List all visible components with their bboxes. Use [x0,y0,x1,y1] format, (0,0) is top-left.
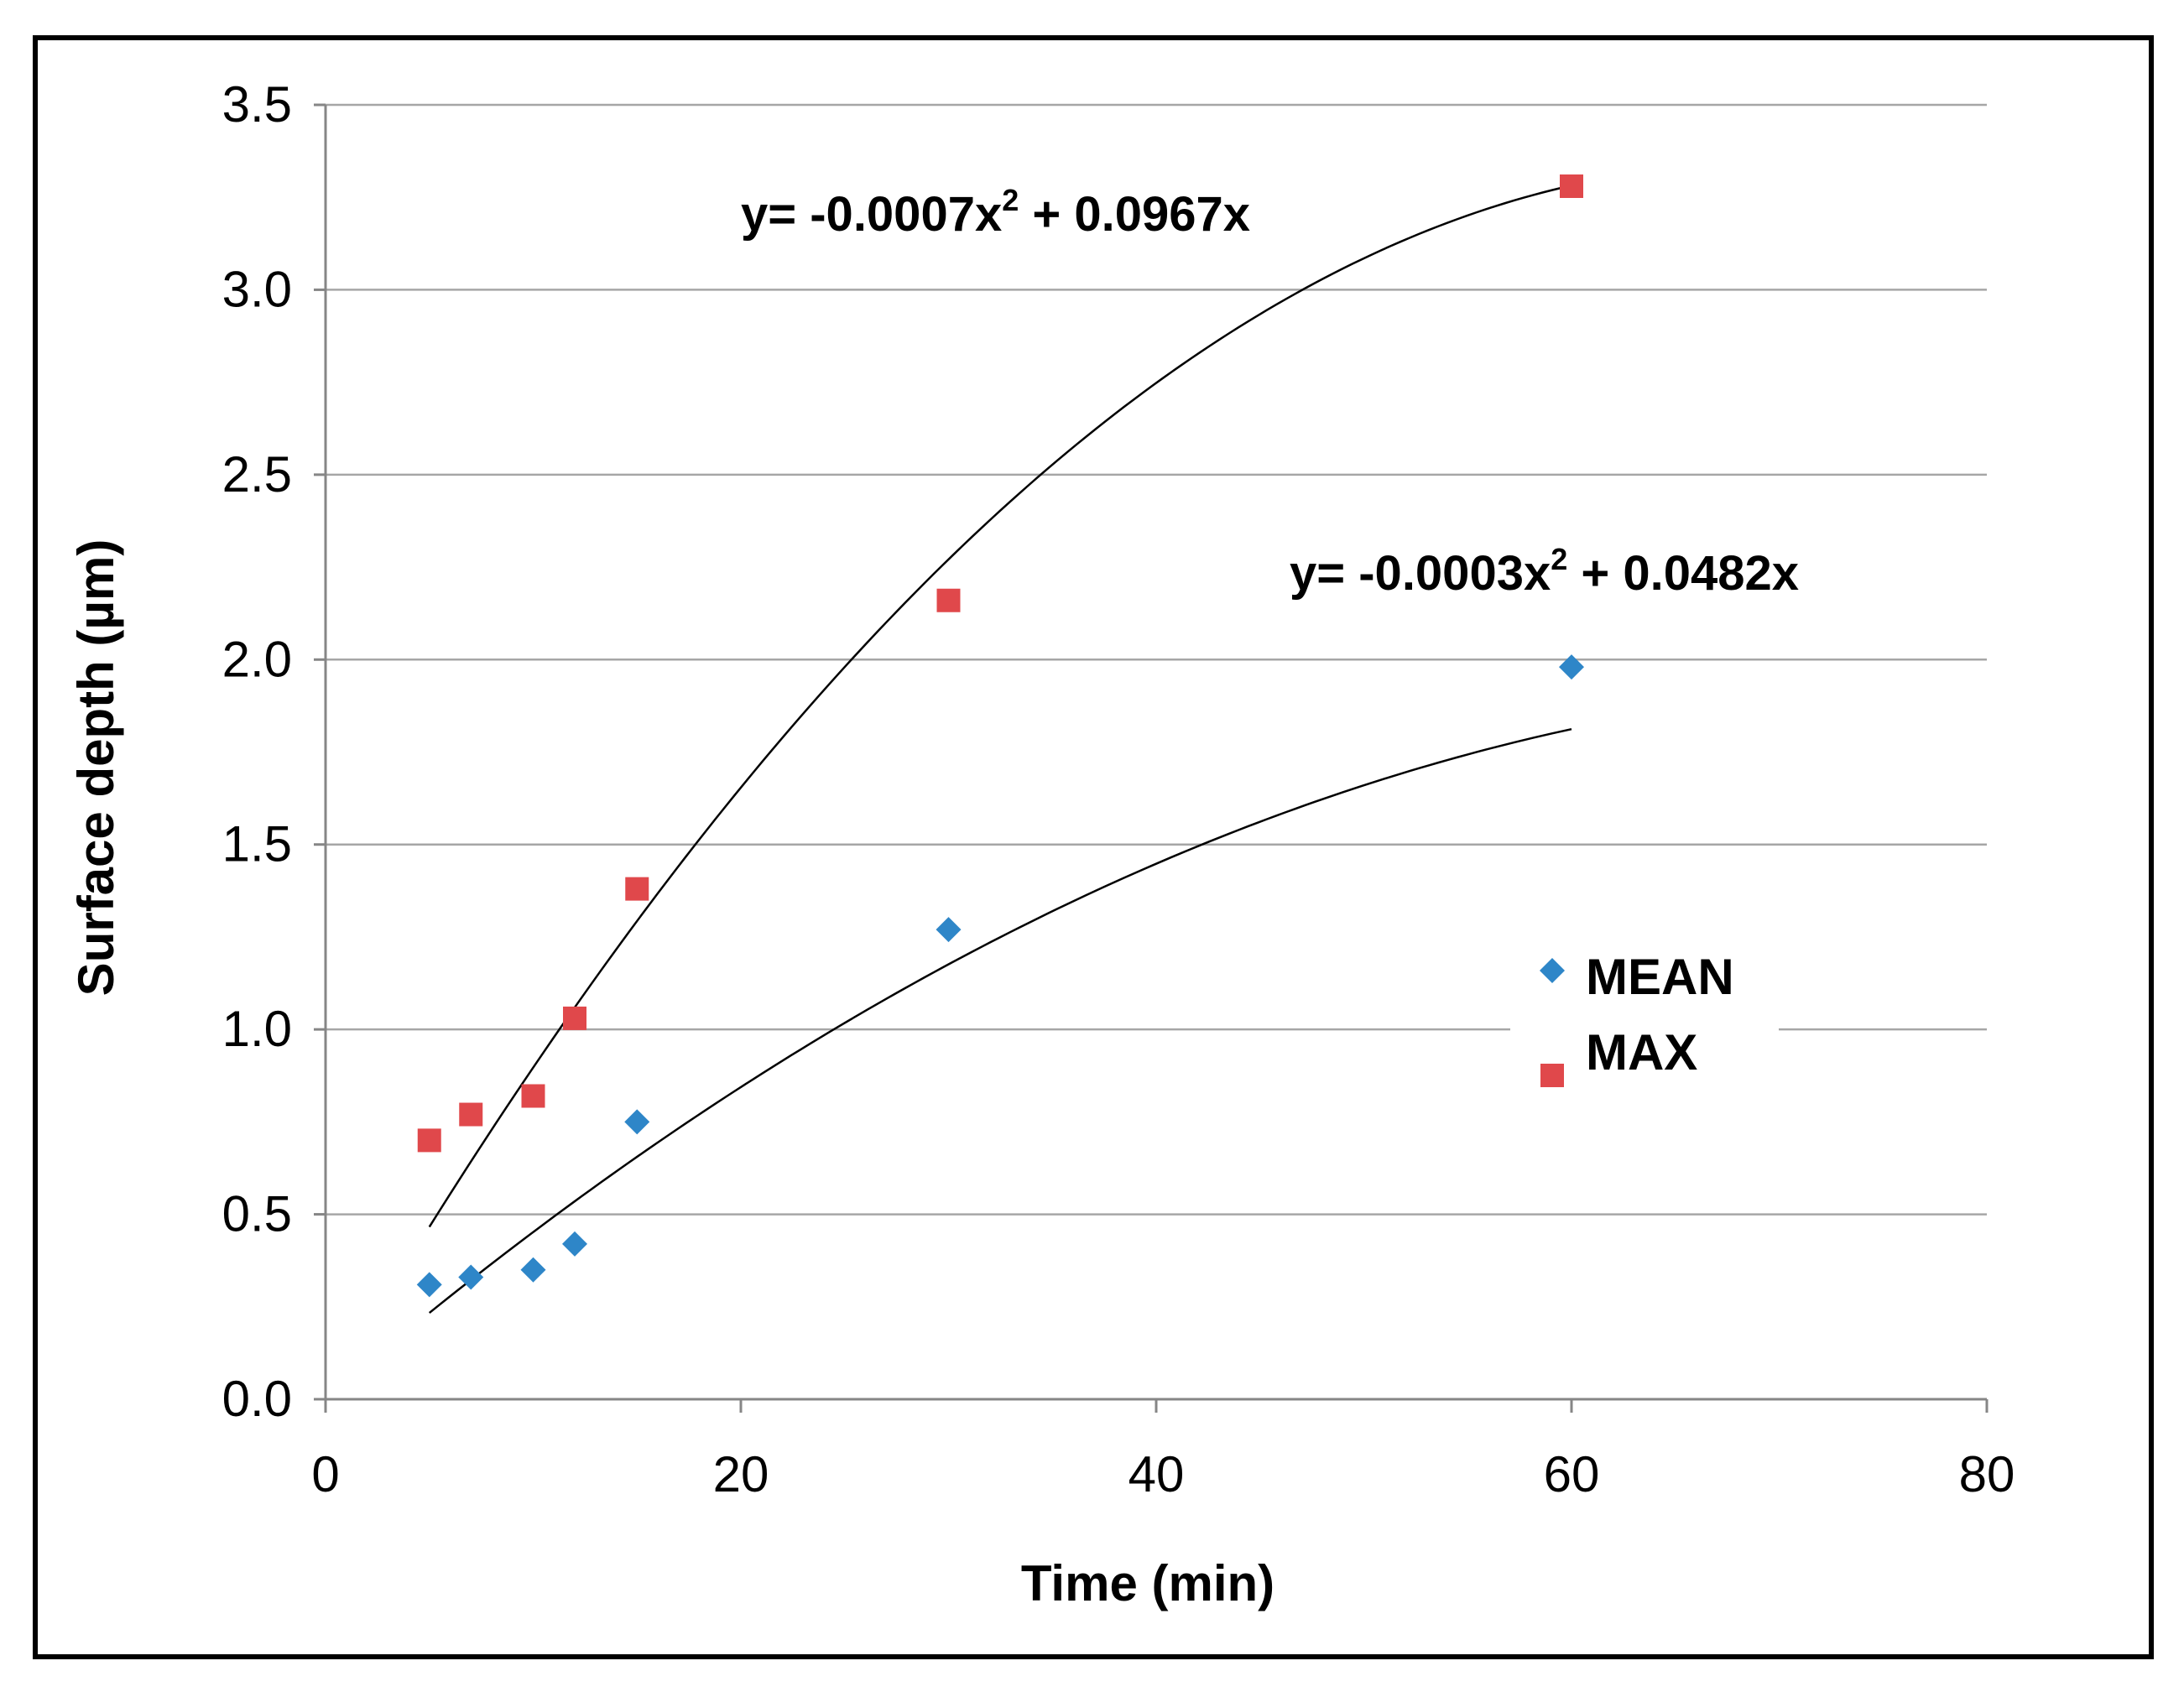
x-tick-label: 0 [311,1446,339,1502]
mean-point [624,1109,650,1135]
max-equation-exponent: 2 [1002,183,1019,217]
mean-point [520,1257,546,1283]
legend-mean-marker [1540,958,1565,983]
axes [314,103,1989,1413]
y-tick-label: 0.0 [222,1371,292,1427]
trendlines [428,184,1572,1315]
mean-point [458,1264,484,1290]
chart-frame [33,35,2154,1659]
mean-trend-equation: y= -0.0003x2 + 0.0482x [1290,542,1799,601]
mean-point [416,1272,442,1298]
max-point [563,1006,586,1030]
y-tick-label: 1.0 [222,1001,292,1057]
x-tick-label: 60 [1544,1446,1600,1502]
y-tick-label: 0.5 [222,1186,292,1242]
y-tick-label: 2.5 [222,446,292,502]
x-tick-label: 80 [1959,1446,2015,1502]
mean-point [562,1231,587,1257]
x-tick-labels: 0 20 40 60 80 [311,1446,2015,1502]
data-points [416,174,1584,1298]
mean-point [1559,654,1584,680]
x-axis-title: Time (min) [1021,1555,1274,1611]
max-trendline [428,184,1572,1228]
y-tick-labels: 0.0 0.5 1.0 1.5 2.0 2.5 3.0 3.5 [222,76,292,1427]
legend-max-marker [1540,1064,1564,1087]
max-point [936,588,961,612]
x-tick-label: 20 [713,1446,769,1502]
y-tick-label: 1.5 [222,816,292,872]
x-tick-label: 40 [1128,1446,1185,1502]
y-tick-label: 2.0 [222,631,292,687]
max-trend-equation: y= -0.0007x2 + 0.0967x [741,183,1250,242]
max-point [521,1084,545,1108]
y-tick-label: 3.5 [222,76,292,133]
gridlines [326,103,1987,1216]
y-axis-title: Surface depth (µm) [68,539,124,997]
max-point [417,1128,441,1153]
y-tick-label: 3.0 [222,261,292,317]
max-point [1560,174,1583,198]
max-point [625,877,649,901]
mean-point [936,917,962,943]
legend-mean-label: MEAN [1586,949,1734,1005]
legend: MEAN MAX [1510,940,1779,1087]
mean-equation-exponent: 2 [1551,542,1567,576]
mean-trendline [428,727,1572,1315]
legend-max-label: MAX [1586,1024,1697,1080]
max-point [459,1102,483,1127]
